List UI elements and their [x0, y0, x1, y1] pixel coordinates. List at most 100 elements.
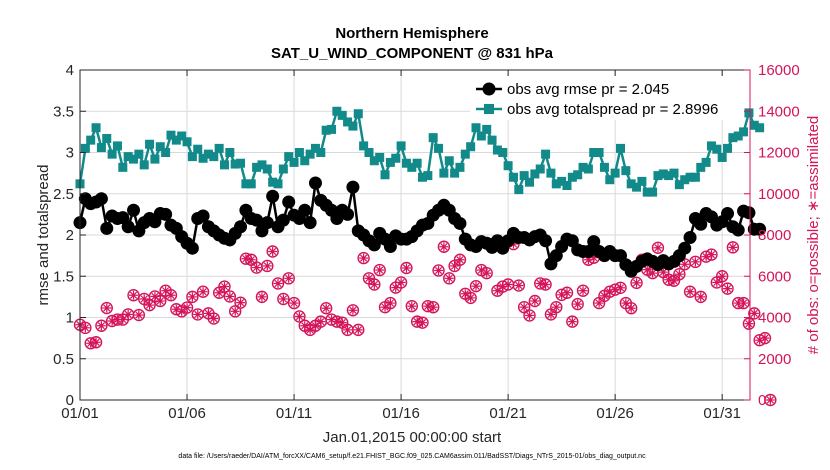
obs-assimilated-point — [658, 267, 668, 277]
totalspread-point — [450, 168, 460, 178]
rmse-point — [539, 234, 553, 248]
obs-assimilated-point — [96, 321, 106, 331]
obs-possible-point — [127, 289, 140, 302]
totalspread-point — [80, 143, 90, 153]
totalspread-point — [476, 131, 486, 141]
obs-assimilated-point — [685, 287, 695, 297]
rmse-point — [721, 207, 735, 221]
obs-assimilated-point — [107, 316, 117, 326]
totalspread-point — [203, 149, 213, 159]
obs-assimilated-point — [278, 294, 288, 304]
legend-marker-spread — [484, 104, 494, 114]
totalspread-point — [300, 156, 310, 166]
totalspread-point — [359, 141, 369, 151]
totalspread-point — [519, 171, 529, 181]
obs-assimilated-point — [514, 281, 524, 291]
totalspread-point — [562, 181, 572, 190]
obs-possible-point — [373, 263, 386, 277]
totalspread-point — [86, 135, 96, 145]
totalspread-point — [503, 161, 513, 171]
rmse-point — [683, 230, 697, 244]
obs-possible-point — [277, 292, 290, 306]
obs-assimilated-point — [385, 298, 395, 308]
obs-assimilated-point — [669, 276, 679, 286]
obs-possible-point — [571, 297, 584, 311]
obs-assimilated-point — [305, 325, 315, 335]
obs-assimilated-point — [428, 302, 438, 312]
obs-possible-point — [437, 240, 451, 253]
obs-assimilated-point — [353, 325, 363, 335]
totalspread-point — [514, 185, 524, 195]
totalspread-point — [91, 123, 101, 133]
obs-assimilated-point — [177, 306, 187, 316]
obs-assimilated-point — [765, 395, 775, 405]
obs-assimilated-point — [252, 263, 262, 273]
obs-possible-point — [368, 278, 381, 291]
totalspread-point — [466, 142, 476, 152]
obs-assimilated-point — [594, 298, 604, 308]
totalspread-point — [316, 148, 326, 157]
obs-possible-point — [405, 299, 418, 313]
totalspread-point — [535, 164, 545, 174]
totalspread-point — [284, 152, 294, 162]
totalspread-point — [706, 141, 716, 151]
totalspread-point — [508, 172, 518, 182]
x-tick-label: 01/01 — [61, 405, 99, 422]
x-tick-label: 01/16 — [382, 405, 420, 422]
obs-assimilated-point — [401, 263, 411, 273]
totalspread-point — [658, 169, 668, 179]
obs-assimilated-point — [444, 273, 454, 283]
totalspread-point — [728, 133, 738, 143]
totalspread-point — [434, 143, 444, 153]
obs-possible-point — [576, 284, 590, 297]
obs-possible-point — [394, 276, 408, 289]
totalspread-point — [733, 131, 743, 141]
y2-tick-label: 16000 — [758, 62, 800, 79]
totalspread-point — [364, 148, 374, 157]
obs-assimilated-point — [316, 317, 326, 327]
totalspread-point — [626, 179, 636, 189]
totalspread-point — [444, 156, 454, 166]
rmse-point — [159, 207, 173, 221]
obs-assimilated-point — [450, 261, 460, 271]
totalspread-point — [396, 141, 406, 151]
obs-assimilated-point — [466, 293, 476, 303]
rmse-point — [250, 213, 264, 227]
obs-assimilated-point — [369, 280, 379, 289]
obs-possible-point — [469, 279, 483, 293]
obs-assimilated-point — [380, 302, 390, 312]
rmse-point — [731, 223, 745, 237]
totalspread-point — [198, 153, 208, 163]
totalspread-point — [225, 148, 235, 157]
totalspread-point — [118, 162, 128, 172]
rmse-point — [694, 217, 708, 231]
totalspread-point — [150, 154, 160, 164]
obs-assimilated-point — [744, 319, 754, 329]
legend-label-spread: obs avg totalspread pr = 2.8996 — [507, 101, 718, 118]
totalspread-point — [723, 143, 733, 153]
totalspread-point — [460, 149, 470, 159]
y-tick-label: 1.5 — [53, 268, 74, 285]
obs-assimilated-point — [198, 287, 208, 297]
totalspread-point — [546, 168, 556, 178]
obs-assimilated-point — [273, 278, 283, 288]
obs-assimilated-point — [696, 292, 706, 302]
obs-assimilated-point — [236, 298, 246, 308]
totalspread-point — [219, 160, 229, 170]
totalspread-point — [487, 135, 497, 145]
obs-assimilated-point — [664, 275, 674, 285]
totalspread-point — [428, 133, 438, 143]
totalspread-point — [385, 157, 395, 167]
y2-axis-label: # of obs: o=possible; ∗=assimilated — [805, 116, 822, 355]
totalspread-point — [412, 158, 422, 168]
obs-assimilated-point — [728, 242, 738, 252]
obs-assimilated-point — [214, 288, 224, 298]
obs-assimilated-point — [348, 305, 358, 315]
totalspread-point — [112, 141, 122, 151]
totalspread-point — [744, 108, 754, 118]
obs-assimilated-point — [161, 286, 171, 296]
obs-assimilated-point — [439, 242, 449, 252]
obs-assimilated-point — [407, 301, 417, 311]
obs-assimilated-point — [723, 284, 733, 294]
rmse-point — [753, 222, 767, 236]
